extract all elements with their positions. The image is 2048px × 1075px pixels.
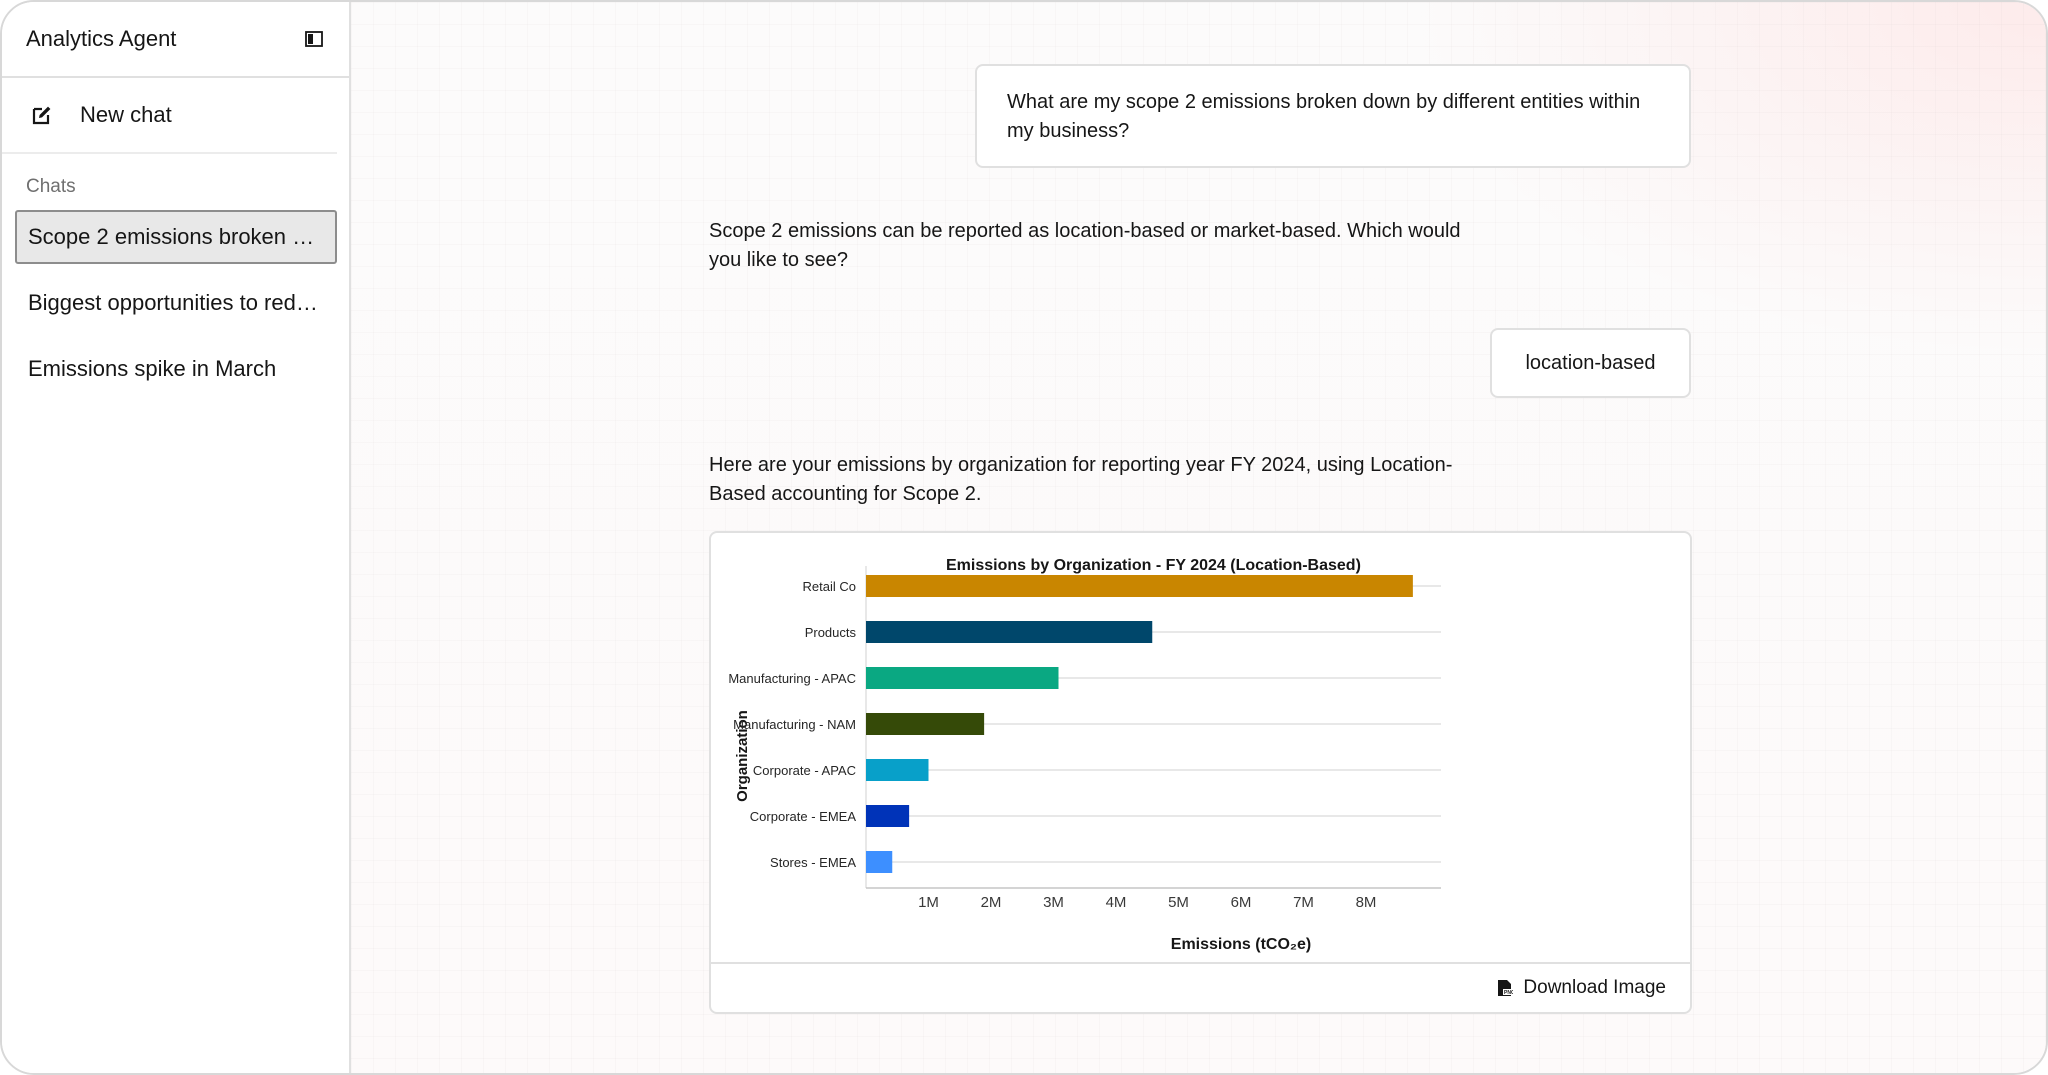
chat-item-march-spike[interactable]: Emissions spike in March bbox=[15, 342, 337, 396]
bar[interactable] bbox=[866, 759, 929, 781]
x-tick-label: 8M bbox=[1356, 894, 1377, 911]
y-tick-label: Manufacturing - APAC bbox=[728, 671, 856, 686]
emissions-bar-chart: Emissions by Organization - FY 2024 (Loc… bbox=[728, 557, 1441, 953]
collapse-sidebar-icon[interactable] bbox=[303, 28, 325, 50]
x-tick-label: 1M bbox=[918, 894, 939, 911]
y-tick-label: Products bbox=[805, 625, 857, 640]
user-message: location-based bbox=[1490, 328, 1691, 398]
agent-message: Scope 2 emissions can be reported as loc… bbox=[709, 220, 1461, 271]
svg-text:PNG: PNG bbox=[1504, 990, 1513, 996]
x-tick-label: 6M bbox=[1231, 894, 1252, 911]
new-chat-button[interactable]: New chat bbox=[2, 78, 337, 154]
user-message: What are my scope 2 emissions broken dow… bbox=[975, 64, 1691, 168]
bar[interactable] bbox=[866, 805, 910, 827]
chart-y-tick-labels: Retail Co Products Manufacturing - APAC Man… bbox=[728, 579, 856, 870]
bar[interactable] bbox=[866, 713, 985, 735]
new-chat-label: New chat bbox=[80, 102, 172, 127]
chart-bars bbox=[866, 575, 1413, 873]
chat-main: What are my scope 2 emissions broken dow… bbox=[351, 2, 2046, 1073]
y-tick-label: Corporate - EMEA bbox=[750, 809, 857, 824]
chart-x-tick-labels: 1M 2M 3M 4M 5M 6M 7M 8M bbox=[918, 894, 1376, 911]
agent-message: Here are your emissions by organization … bbox=[709, 454, 1453, 505]
chat-item-label: Biggest opportunities to redu... bbox=[28, 290, 324, 315]
bar[interactable] bbox=[866, 575, 1413, 597]
x-tick-label: 4M bbox=[1106, 894, 1127, 911]
x-axis-label: Emissions (tCO₂e) bbox=[1171, 936, 1311, 953]
x-tick-label: 7M bbox=[1293, 894, 1314, 911]
y-tick-label: Retail Co bbox=[803, 579, 856, 594]
x-tick-label: 3M bbox=[1043, 894, 1064, 911]
chart-title: Emissions by Organization - FY 2024 (Loc… bbox=[946, 557, 1361, 574]
x-tick-label: 2M bbox=[981, 894, 1002, 911]
app-title: Analytics Agent bbox=[26, 26, 177, 51]
bar[interactable] bbox=[866, 667, 1059, 689]
chat-item-label: Emissions spike in March bbox=[28, 356, 277, 381]
chat-item-opportunities[interactable]: Biggest opportunities to redu... bbox=[15, 276, 337, 330]
chats-section-label: Chats bbox=[26, 176, 76, 197]
y-tick-label: Corporate - APAC bbox=[753, 763, 856, 778]
edit-icon bbox=[32, 106, 51, 125]
bar[interactable] bbox=[866, 621, 1153, 643]
y-tick-label: Manufacturing - NAM bbox=[733, 717, 856, 732]
chart-card: Emissions by Organization - FY 2024 (Loc… bbox=[709, 531, 1692, 1014]
x-tick-label: 5M bbox=[1168, 894, 1189, 911]
sidebar: Analytics Agent New chat Chats Scope 2 e… bbox=[2, 2, 351, 1073]
chart-card-footer: PNG Download Image bbox=[711, 962, 1690, 1012]
download-image-button[interactable]: PNG Download Image bbox=[1497, 977, 1666, 999]
bar[interactable] bbox=[866, 851, 893, 873]
y-tick-label: Stores - EMEA bbox=[770, 855, 856, 870]
chat-item-label: Scope 2 emissions broken do... bbox=[28, 224, 324, 249]
sidebar-header: Analytics Agent bbox=[2, 2, 349, 78]
y-axis-label: Organization bbox=[734, 710, 751, 802]
chat-item-scope2[interactable]: Scope 2 emissions broken do... bbox=[15, 210, 337, 264]
file-image-icon: PNG bbox=[1498, 980, 1513, 996]
download-label: Download Image bbox=[1523, 977, 1666, 998]
